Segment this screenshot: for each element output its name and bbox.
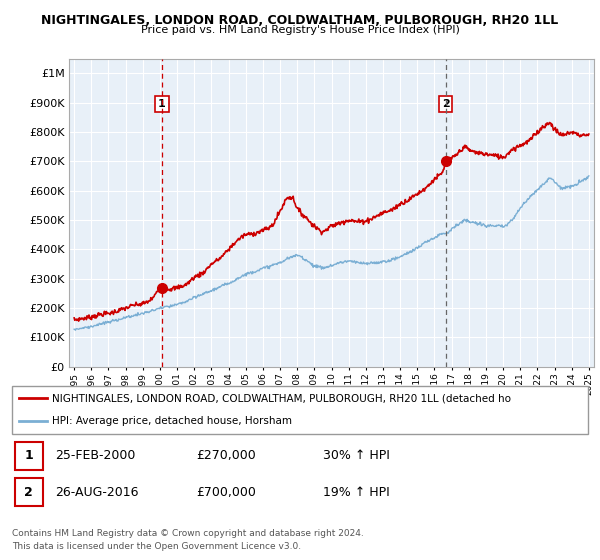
Text: 2: 2 [442, 99, 449, 109]
FancyBboxPatch shape [15, 442, 43, 470]
FancyBboxPatch shape [15, 478, 43, 506]
Text: Contains HM Land Registry data © Crown copyright and database right 2024.: Contains HM Land Registry data © Crown c… [12, 529, 364, 538]
Text: NIGHTINGALES, LONDON ROAD, COLDWALTHAM, PULBOROUGH, RH20 1LL: NIGHTINGALES, LONDON ROAD, COLDWALTHAM, … [41, 14, 559, 27]
Text: 25-FEB-2000: 25-FEB-2000 [55, 449, 136, 462]
Text: 26-AUG-2016: 26-AUG-2016 [55, 486, 139, 498]
Text: 1: 1 [158, 99, 166, 109]
Text: 19% ↑ HPI: 19% ↑ HPI [323, 486, 390, 498]
Text: 30% ↑ HPI: 30% ↑ HPI [323, 449, 390, 462]
Text: This data is licensed under the Open Government Licence v3.0.: This data is licensed under the Open Gov… [12, 542, 301, 550]
Text: £700,000: £700,000 [196, 486, 256, 498]
Text: 1: 1 [25, 449, 33, 462]
Text: Price paid vs. HM Land Registry's House Price Index (HPI): Price paid vs. HM Land Registry's House … [140, 25, 460, 35]
Text: 2: 2 [25, 486, 33, 498]
Text: NIGHTINGALES, LONDON ROAD, COLDWALTHAM, PULBOROUGH, RH20 1LL (detached ho: NIGHTINGALES, LONDON ROAD, COLDWALTHAM, … [52, 393, 511, 403]
Text: £270,000: £270,000 [196, 449, 256, 462]
Text: HPI: Average price, detached house, Horsham: HPI: Average price, detached house, Hors… [52, 416, 292, 426]
